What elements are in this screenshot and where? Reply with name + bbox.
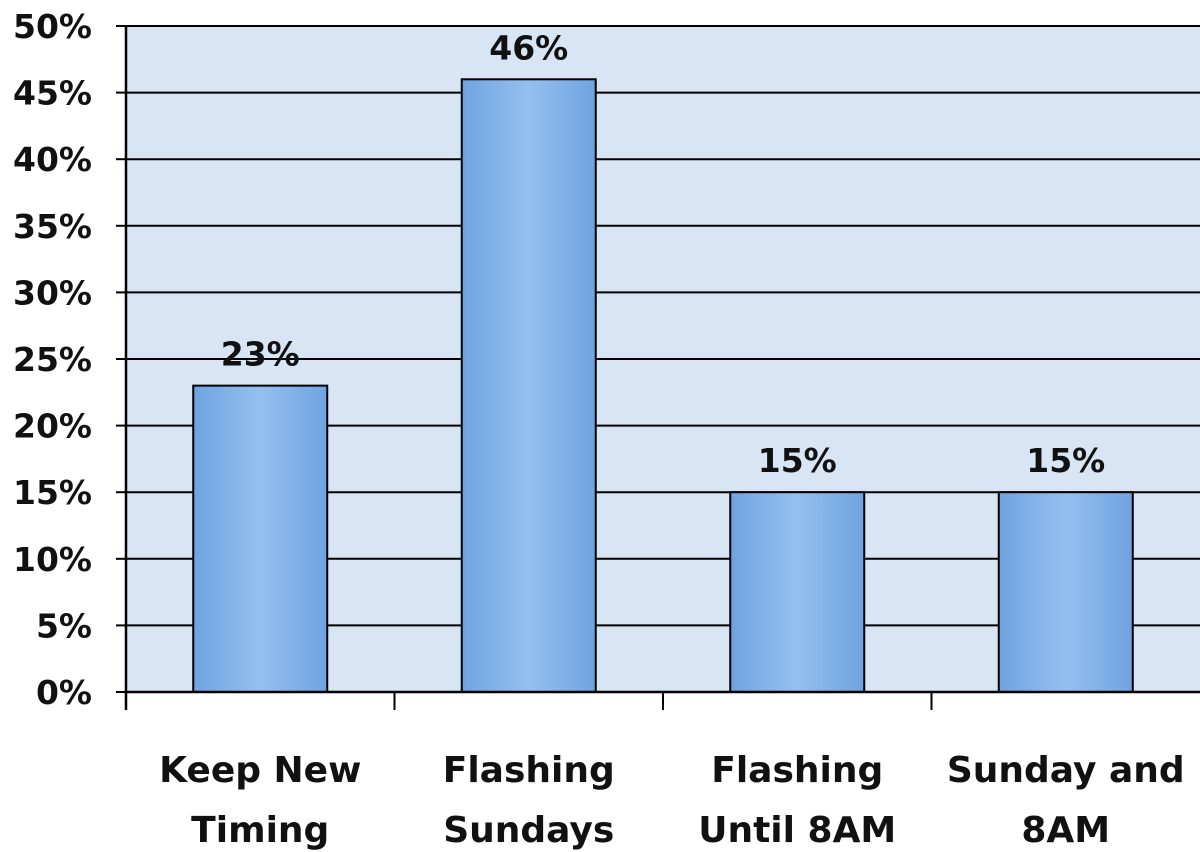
category-label: 8AM — [1021, 810, 1110, 851]
data-label: 23% — [221, 335, 300, 374]
y-tick-label: 45% — [13, 74, 92, 113]
y-tick-label: 40% — [13, 140, 92, 179]
data-label: 15% — [758, 441, 837, 480]
data-label: 46% — [489, 28, 568, 67]
y-tick-label: 10% — [13, 540, 92, 579]
y-tick-label: 15% — [13, 473, 92, 512]
category-label: Sunday and — [947, 750, 1185, 791]
x-axis-category-labels: Keep New Timing Flashing Sundays Flashing Unt… — [159, 750, 1185, 851]
bar — [729, 491, 866, 694]
category-label: Sundays — [443, 810, 614, 851]
y-tick-label: 0% — [36, 673, 92, 712]
y-tick-label: 50% — [13, 7, 92, 46]
y-tick-label: 25% — [13, 340, 92, 379]
y-axis-tick-labels: 0% 5% 10% 15% 20% 25% 30% 35% 40% 45% 50% — [13, 7, 92, 712]
axes — [124, 26, 1200, 710]
bar — [460, 78, 597, 693]
data-label: 15% — [1026, 441, 1105, 480]
bars — [192, 78, 1134, 694]
bar — [997, 491, 1134, 694]
category-label: Keep New — [159, 750, 361, 791]
y-tick-label: 5% — [36, 606, 92, 645]
y-tick-label: 35% — [13, 207, 92, 246]
category-label: Timing — [191, 810, 329, 851]
category-label: Flashing — [711, 750, 883, 791]
y-tick-label: 20% — [13, 407, 92, 446]
category-label: Flashing — [443, 750, 615, 791]
data-labels: 23% 46% 15% 15% — [221, 28, 1106, 480]
category-label: Until 8AM — [698, 810, 896, 851]
bar — [192, 384, 329, 693]
y-tick-label: 30% — [13, 273, 92, 312]
